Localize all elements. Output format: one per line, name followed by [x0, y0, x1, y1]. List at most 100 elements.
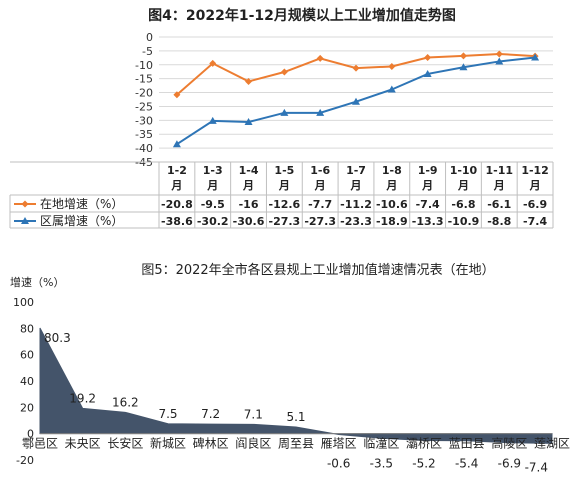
area-fill — [39, 327, 553, 444]
data-label: 19.2 — [69, 391, 96, 405]
data-point — [245, 77, 253, 85]
data-point — [352, 64, 360, 72]
y-tick-label: -35 — [135, 128, 153, 141]
table-value: -30.6 — [233, 215, 265, 228]
chart-title: 图4：2022年1-12月规模以上工业增加值走势图 — [148, 7, 456, 24]
x-tick-label: 周至县 — [278, 436, 314, 450]
table-value: -20.8 — [161, 198, 193, 211]
data-label: 5.1 — [286, 410, 305, 424]
table-value: -12.6 — [269, 198, 301, 211]
data-label: 7.1 — [244, 407, 263, 421]
series-line — [176, 52, 536, 96]
table-value: -7.7 — [308, 198, 332, 211]
data-point — [459, 63, 468, 71]
x-tick-label: 1-6 月 — [310, 164, 330, 192]
data-point — [459, 52, 467, 60]
data-point — [316, 54, 324, 62]
table-value: -10.9 — [448, 215, 480, 228]
chart-title: 图5：2022年全市各区县规上工业增加值增速情况表（在地） — [141, 262, 494, 278]
table-value: -6.1 — [487, 198, 511, 211]
table-value: -7.4 — [523, 215, 547, 228]
data-label: -6.9 — [498, 457, 521, 471]
table-value: -6.8 — [451, 198, 475, 211]
data-point — [387, 85, 396, 93]
table-value: -16 — [239, 198, 259, 211]
data-point — [173, 91, 181, 99]
x-tick-label: 灞桥区 — [406, 436, 442, 450]
x-tick-label: 鄠邑区 — [22, 436, 58, 450]
x-tick-label: 1-4 月 — [239, 164, 259, 192]
y-tick-label: 40 — [20, 375, 34, 388]
data-label: -5.4 — [455, 457, 478, 471]
data-point — [208, 116, 217, 124]
data-label: 16.2 — [112, 395, 139, 409]
legend-marker — [21, 217, 29, 224]
table-value: -18.9 — [376, 215, 408, 228]
y-tick-label: 100 — [13, 296, 34, 309]
data-label: 80.3 — [44, 331, 71, 345]
x-tick-label: 碑林区 — [193, 435, 229, 450]
x-tick-label: 莲湖区 — [534, 435, 570, 450]
data-point — [172, 140, 181, 148]
table-value: -27.3 — [269, 215, 301, 228]
x-tick-label: 临潼区 — [363, 435, 399, 450]
table-value: -27.3 — [304, 215, 336, 228]
data-point — [280, 108, 289, 116]
data-point — [352, 97, 360, 105]
data-label: -5.2 — [412, 457, 435, 471]
x-tick-label: 长安区 — [107, 435, 143, 450]
area-chart: 图5：2022年全市各区县规上工业增加值增速情况表（在地） 增速（%） 100 80 6… — [10, 262, 570, 475]
data-point — [209, 59, 217, 67]
table-value: -9.5 — [201, 198, 225, 211]
x-tick-label: 阎良区 — [235, 435, 271, 450]
table-value: -38.6 — [161, 215, 193, 228]
data-point — [424, 54, 432, 62]
y-tick-label: 0 — [146, 31, 153, 44]
data-point — [316, 108, 325, 116]
data-label: 7.5 — [158, 407, 177, 421]
x-tick-label: 蓝田县 — [449, 436, 485, 450]
table-value: -11.2 — [340, 198, 372, 211]
data-point — [495, 50, 503, 58]
table-value: -7.4 — [416, 198, 440, 211]
y-tick-label: -10 — [135, 59, 153, 72]
data-point — [388, 62, 396, 70]
y-tick-label: -20 — [16, 454, 34, 467]
x-tick-label: 1-5 月 — [274, 164, 294, 192]
data-point — [280, 68, 288, 76]
table-value: -6.9 — [523, 198, 547, 211]
x-tick-label: 未央区 — [65, 436, 101, 450]
data-label: 7.2 — [201, 407, 220, 421]
y-tick-label: 60 — [20, 349, 34, 362]
y-tick-label: -40 — [135, 142, 153, 155]
x-tick-label: 1-2 月 — [167, 164, 187, 192]
x-tick-label: 1-11 月 — [486, 164, 514, 192]
data-point — [531, 53, 540, 61]
x-tick-label: 1-9 月 — [418, 164, 438, 192]
legend-marker — [21, 200, 29, 208]
x-tick-label: 高陵区 — [491, 435, 527, 450]
table-value: -8.8 — [487, 215, 511, 228]
table-value: -10.6 — [376, 198, 408, 211]
x-tick-label: 新城区 — [150, 435, 186, 450]
data-point — [495, 57, 504, 65]
x-tick-label: 1-3 月 — [203, 164, 223, 192]
x-tick-label: 1-7 月 — [346, 164, 366, 192]
data-label: -3.5 — [370, 457, 393, 471]
y-tick-label: -30 — [135, 114, 153, 127]
y-tick-label: -25 — [135, 100, 153, 113]
table-value: -23.3 — [340, 215, 372, 228]
data-label: -0.6 — [327, 457, 350, 471]
y-tick-label: -5 — [142, 45, 153, 58]
table-value: -30.2 — [197, 215, 229, 228]
y-tick-label: 80 — [20, 322, 34, 335]
line-chart: 图4：2022年1-12月规模以上工业增加值走势图 0-5-10-15-20-25… — [9, 7, 554, 229]
y-tick-label: -20 — [135, 87, 153, 100]
data-point — [423, 69, 432, 77]
x-tick-label: 1-12 月 — [521, 164, 549, 192]
data-label: -7.4 — [525, 461, 548, 475]
legend-label: 区属增速（%） — [40, 214, 123, 228]
y-tick-label: 20 — [20, 401, 34, 414]
y-axis-label: 增速（%） — [10, 275, 64, 289]
